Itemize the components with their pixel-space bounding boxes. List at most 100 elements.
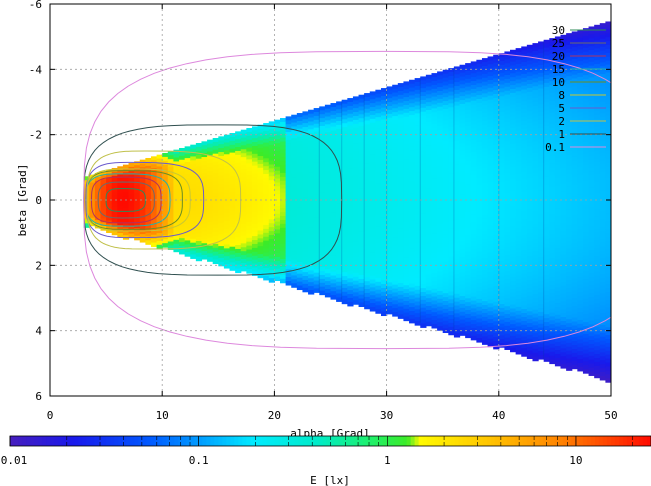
heatmap-cell bbox=[274, 213, 281, 219]
heatmap-cell bbox=[470, 159, 477, 164]
heatmap-cell bbox=[588, 300, 595, 306]
heatmap-cell bbox=[481, 301, 489, 306]
heatmap-cell bbox=[481, 226, 489, 232]
heatmap-cell bbox=[481, 93, 489, 98]
heatmap-cell bbox=[235, 194, 242, 199]
heatmap-cell bbox=[313, 127, 320, 133]
heatmap-cell bbox=[223, 228, 231, 234]
heatmap-cell bbox=[498, 307, 506, 313]
heatmap-cell bbox=[431, 253, 438, 258]
heatmap-cell bbox=[560, 81, 567, 87]
heatmap-cell bbox=[510, 136, 517, 141]
heatmap-cell bbox=[380, 111, 388, 117]
heatmap-cell bbox=[285, 198, 292, 204]
heatmap-cell bbox=[560, 183, 567, 189]
heatmap-cell bbox=[341, 158, 348, 164]
heatmap-cell bbox=[364, 167, 371, 173]
heatmap-cell bbox=[89, 206, 96, 211]
heatmap-cell bbox=[566, 170, 573, 175]
heatmap-cell bbox=[358, 286, 365, 292]
heatmap-cell bbox=[594, 150, 601, 155]
heatmap-cell bbox=[605, 342, 611, 348]
heatmap-cell bbox=[420, 229, 427, 234]
heatmap-cell bbox=[465, 243, 472, 248]
heatmap-cell bbox=[453, 82, 461, 87]
heatmap-cell bbox=[257, 246, 264, 251]
heatmap-cell bbox=[425, 200, 433, 205]
heatmap-cell bbox=[375, 144, 382, 150]
heatmap-cell bbox=[240, 204, 247, 209]
heatmap-cell bbox=[543, 314, 550, 319]
heatmap-cell bbox=[605, 143, 611, 148]
heatmap-cell bbox=[588, 312, 595, 318]
heatmap-cell bbox=[599, 313, 606, 318]
heatmap-cell bbox=[510, 343, 517, 349]
heatmap-cell bbox=[582, 141, 590, 147]
heatmap-cell bbox=[324, 288, 332, 294]
heatmap-cell bbox=[397, 188, 405, 194]
heatmap-cell bbox=[352, 112, 360, 117]
heatmap-cell bbox=[380, 240, 388, 246]
heatmap-cell bbox=[392, 202, 399, 207]
heatmap-cell bbox=[229, 207, 236, 213]
heatmap-cell bbox=[218, 253, 225, 259]
heatmap-cell bbox=[605, 131, 611, 136]
heatmap-cell bbox=[229, 191, 236, 197]
heatmap-cell bbox=[375, 97, 382, 103]
heatmap-cell bbox=[431, 222, 438, 227]
heatmap-cell bbox=[605, 358, 611, 364]
heatmap-cell bbox=[150, 230, 158, 236]
heatmap-cell bbox=[364, 187, 371, 192]
heatmap-cell bbox=[246, 190, 253, 196]
heatmap-cell bbox=[504, 220, 511, 225]
heatmap-cell bbox=[313, 225, 320, 231]
heatmap-cell bbox=[526, 338, 534, 344]
heatmap-cell bbox=[134, 180, 141, 186]
heatmap-cell bbox=[409, 216, 416, 222]
heatmap-cell bbox=[481, 62, 489, 67]
heatmap-cell bbox=[179, 230, 186, 235]
heatmap-cell bbox=[313, 151, 320, 156]
heatmap-cell bbox=[481, 69, 489, 75]
heatmap-cell bbox=[431, 269, 438, 274]
heatmap-cell bbox=[448, 181, 455, 187]
heatmap-cell bbox=[336, 117, 343, 122]
heatmap-cell bbox=[470, 265, 477, 270]
heatmap-cell bbox=[470, 155, 477, 161]
heatmap-cell bbox=[414, 132, 421, 138]
heatmap-cell bbox=[324, 285, 332, 290]
heatmap-cell bbox=[599, 46, 606, 52]
heatmap-cell bbox=[560, 226, 567, 232]
heatmap-cell bbox=[532, 274, 539, 279]
heatmap-cell bbox=[549, 320, 556, 325]
heatmap-cell bbox=[594, 334, 601, 340]
heatmap-cell bbox=[268, 195, 275, 201]
heatmap-cell bbox=[521, 273, 528, 279]
heatmap-cell bbox=[425, 168, 433, 174]
heatmap-cell bbox=[291, 259, 298, 265]
heatmap-cell bbox=[605, 335, 611, 340]
heatmap-cell bbox=[268, 219, 275, 224]
heatmap-cell bbox=[526, 354, 534, 359]
heatmap-cell bbox=[571, 152, 578, 158]
heatmap-cell bbox=[347, 301, 354, 307]
heatmap-cell bbox=[476, 114, 483, 120]
heatmap-cell bbox=[330, 110, 337, 116]
heatmap-cell bbox=[291, 130, 298, 135]
heatmap-cell bbox=[347, 199, 354, 205]
heatmap-cell bbox=[347, 109, 354, 115]
heatmap-cell bbox=[577, 363, 584, 368]
heatmap-cell bbox=[487, 260, 494, 265]
heatmap-cell bbox=[257, 187, 264, 192]
heatmap-cell bbox=[521, 160, 528, 165]
heatmap-cell bbox=[470, 194, 477, 200]
heatmap-cell bbox=[515, 165, 522, 171]
legend-label: 25 bbox=[552, 37, 565, 50]
heatmap-cell bbox=[167, 151, 175, 156]
heatmap-cell bbox=[386, 231, 393, 236]
heatmap-cell bbox=[347, 278, 354, 283]
heatmap-cell bbox=[504, 223, 511, 229]
heatmap-cell bbox=[504, 337, 511, 343]
heatmap-cell bbox=[487, 315, 494, 320]
heatmap-cell bbox=[594, 252, 601, 257]
